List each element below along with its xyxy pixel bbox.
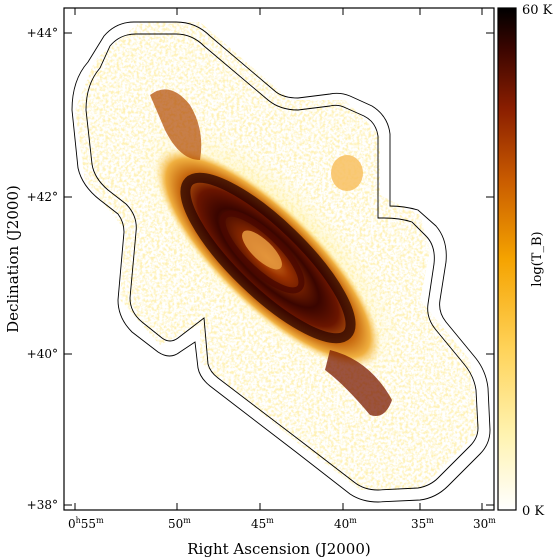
colorbar-max-label: 60 K: [522, 3, 553, 18]
x-tick-label: 0h55m: [68, 516, 104, 531]
y-axis-title: Declination (J2000): [4, 185, 22, 333]
colorbar-title: log(T_B): [530, 231, 545, 286]
x-tick-label: 35m: [411, 516, 434, 531]
y-tick-label: +44°: [27, 26, 58, 40]
x-tick-label: 30m: [473, 516, 496, 531]
y-tick-label: +42°: [27, 190, 58, 204]
galaxy-inner-ring: [219, 210, 305, 294]
survey-inner-contour: [85, 33, 479, 491]
colorbar: [497, 7, 517, 511]
y-tick-label: +38°: [27, 498, 58, 512]
galaxy-core: [242, 230, 282, 270]
y-tick-label: +40°: [27, 347, 58, 361]
x-axis-title: Right Ascension (J2000): [187, 540, 370, 558]
colorbar-min-label: 0 K: [522, 504, 544, 519]
companion-blob: [331, 155, 363, 191]
x-tick-label: 45m: [251, 516, 274, 531]
x-tick-label: 50m: [168, 516, 191, 531]
galaxy-ring: [180, 172, 356, 344]
y-ticks: [64, 32, 494, 506]
x-tick-label: 40m: [334, 516, 357, 531]
survey-outer-contour: [71, 21, 491, 503]
x-ticks: [74, 8, 483, 510]
galaxy-upper-arm: [150, 89, 202, 160]
galaxy-lower-arm: [325, 350, 392, 416]
